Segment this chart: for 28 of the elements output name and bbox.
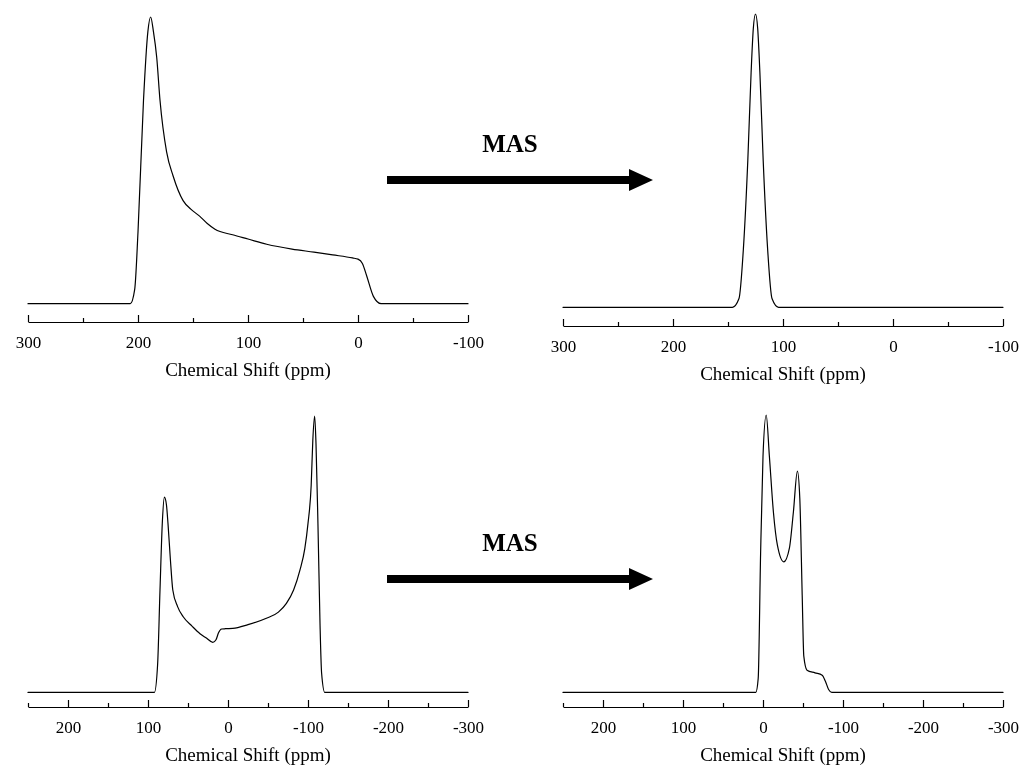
x-tick-label: 100 — [770, 337, 797, 357]
x-tick-label: 200 — [125, 333, 152, 353]
x-tick-label: -100 — [827, 718, 860, 738]
x-tick-label: 100 — [235, 333, 262, 353]
x-tick-label: 100 — [135, 718, 162, 738]
x-tick-label: 300 — [15, 333, 42, 353]
text: MAS — [482, 130, 538, 157]
text: MAS — [482, 529, 538, 556]
x-tick-label: -100 — [452, 333, 485, 353]
x-axis-title: Chemical Shift (ppm) — [165, 744, 331, 766]
x-tick-label: 200 — [55, 718, 82, 738]
x-tick-label: -300 — [987, 718, 1020, 738]
x-axis-title: Chemical Shift (ppm) — [700, 744, 866, 766]
x-tick-label: 0 — [759, 718, 768, 738]
x-tick-label: 0 — [354, 333, 363, 353]
x-tick-label: 300 — [550, 337, 577, 357]
x-tick-label: -200 — [907, 718, 940, 738]
x-tick-label: 200 — [660, 337, 687, 357]
x-tick-label: 0 — [224, 718, 233, 738]
x-tick-label: 200 — [590, 718, 617, 738]
x-tick-label: -100 — [987, 337, 1020, 357]
x-tick-label: 100 — [670, 718, 697, 738]
x-tick-label: 0 — [889, 337, 898, 357]
x-tick-label: -100 — [292, 718, 325, 738]
x-axis-title: Chemical Shift (ppm) — [165, 359, 331, 381]
x-tick-label: -300 — [452, 718, 485, 738]
x-tick-label: -200 — [372, 718, 405, 738]
x-axis-title: Chemical Shift (ppm) — [700, 363, 866, 385]
